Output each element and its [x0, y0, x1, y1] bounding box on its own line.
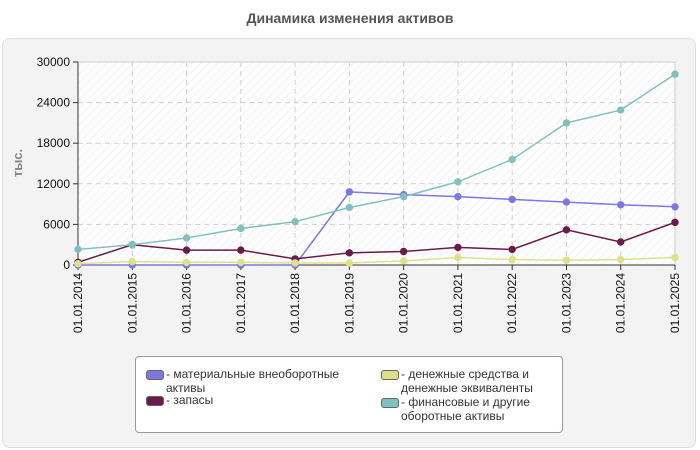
- data-point: [291, 259, 299, 267]
- data-point: [128, 257, 136, 266]
- series-line-0: [78, 191, 676, 266]
- x-tick-label: 01.01.2015: [125, 273, 139, 333]
- data-point: [454, 243, 462, 252]
- data-point: [182, 258, 191, 266]
- legend-label: - денежные средства и денежные эквивален…: [401, 367, 533, 395]
- data-point: [399, 257, 408, 265]
- x-tick-label: 01.01.2017: [234, 273, 248, 333]
- x-tick-label: 01.01.2020: [397, 273, 411, 333]
- x-tick-label: 01.01.2024: [614, 273, 628, 333]
- data-point: [671, 253, 679, 262]
- data-point: [508, 255, 516, 264]
- series: [74, 70, 679, 269]
- chart-title: Динамика изменения активов: [246, 10, 454, 26]
- x-tick-label: 01.01.2025: [668, 273, 682, 333]
- data-point: [74, 259, 82, 268]
- data-point: [399, 192, 408, 201]
- x-tick-label: 01.01.2023: [559, 273, 573, 333]
- y-axis-label: тыс.: [10, 149, 25, 177]
- axes: 0 6000 12000 18000 24000 30000 01.01.2014 01.01…: [37, 55, 682, 333]
- data-point: [237, 224, 245, 233]
- x-tick-label: 01.01.2014: [71, 273, 85, 333]
- data-point: [617, 106, 625, 114]
- data-point: [562, 198, 571, 206]
- data-point: [237, 246, 245, 254]
- legend-label: - запасы: [166, 393, 214, 407]
- y-tick-label: 30000: [37, 55, 71, 69]
- y-tick-label: 6000: [43, 217, 70, 231]
- data-point: [345, 259, 354, 267]
- data-point: [454, 253, 462, 262]
- x-tick-label: 01.01.2022: [505, 273, 519, 333]
- data-point: [128, 241, 136, 249]
- series-line-2: [77, 256, 676, 265]
- data-point: [237, 258, 245, 266]
- x-tick-label: 01.01.2016: [180, 273, 194, 333]
- data-point: [508, 245, 516, 254]
- legend-swatch: [381, 370, 399, 380]
- data-point: [617, 255, 625, 264]
- legend-swatch: [381, 398, 399, 408]
- data-point: [182, 234, 191, 242]
- data-point: [345, 249, 354, 257]
- y-tick-label: 24000: [37, 96, 71, 110]
- legend-swatch: [146, 370, 164, 380]
- y-tick-label: 0: [63, 258, 70, 272]
- data-point: [399, 247, 408, 256]
- data-point: [345, 188, 354, 196]
- data-point: [671, 218, 679, 227]
- y-tick-label: 12000: [37, 177, 71, 191]
- legend-label: - финансовые и другие оборотные активы: [401, 395, 530, 423]
- data-point: [617, 238, 625, 246]
- data-point: [182, 246, 191, 254]
- data-point: [671, 70, 679, 78]
- data-point: [562, 256, 571, 264]
- legend-label: - материальные внеоборотные активы: [166, 367, 339, 395]
- legend: - материальные внеоборотные активы - зап…: [135, 356, 563, 433]
- data-point: [671, 203, 679, 211]
- grid: [78, 61, 675, 265]
- x-tick-label: 01.01.2019: [342, 273, 356, 333]
- legend-swatch: [146, 396, 164, 406]
- series-line-3: [77, 73, 676, 251]
- data-point: [345, 203, 354, 212]
- data-point: [454, 192, 462, 201]
- data-point: [562, 119, 571, 127]
- x-tick-label: 01.01.2021: [451, 273, 465, 333]
- data-point: [562, 226, 571, 234]
- y-tick-label: 18000: [37, 136, 71, 150]
- data-point: [508, 155, 516, 164]
- data-point: [508, 195, 516, 204]
- series-line-1: [77, 221, 676, 264]
- data-point: [74, 245, 82, 254]
- x-tick-label: 01.01.2018: [288, 273, 302, 333]
- data-point: [617, 201, 625, 209]
- data-point: [291, 217, 299, 226]
- data-point: [454, 178, 462, 186]
